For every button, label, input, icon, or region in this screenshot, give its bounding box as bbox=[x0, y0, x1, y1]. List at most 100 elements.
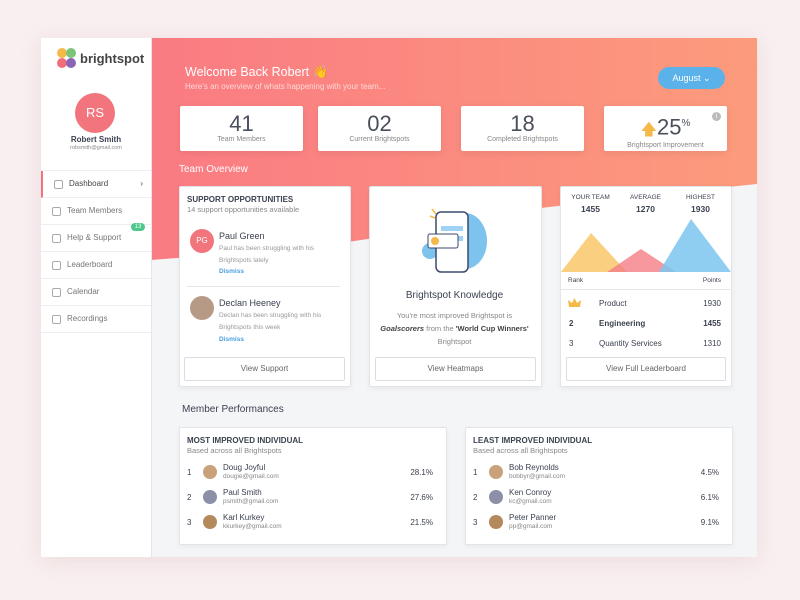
lb-stat-label: AVERAGE bbox=[630, 194, 661, 201]
divider bbox=[187, 286, 340, 287]
stat-label: Current Brightspots bbox=[349, 136, 410, 143]
nav-item[interactable]: Team Members bbox=[41, 198, 151, 225]
rank: 2 bbox=[473, 493, 478, 502]
member-value: 21.5% bbox=[410, 518, 433, 527]
member-name: Doug Joyful bbox=[223, 463, 266, 472]
nav-label: Recordings bbox=[67, 314, 108, 323]
lb-name: Engineering bbox=[599, 319, 646, 328]
rank: 3 bbox=[473, 518, 478, 527]
member-name: Karl Kurkey bbox=[223, 513, 265, 522]
stat-card: 02 Current Brightspots bbox=[318, 106, 441, 151]
person-text: Paul has been struggling with his Bright… bbox=[219, 245, 315, 264]
member-email: kc@gmail.com bbox=[509, 498, 552, 505]
user-avatar: RS bbox=[75, 93, 115, 133]
nav-label: Dashboard bbox=[69, 179, 109, 188]
column-header: Rank bbox=[568, 277, 584, 284]
nav-divider bbox=[41, 170, 151, 171]
nav-item[interactable]: Calendar bbox=[41, 279, 151, 306]
text: Brightspot bbox=[437, 337, 472, 346]
member-name: Ken Conroy bbox=[509, 488, 552, 497]
avatar bbox=[203, 490, 217, 504]
phone-illustration bbox=[422, 208, 487, 273]
member-email: pp@gmail.com bbox=[509, 523, 553, 530]
avatar bbox=[203, 515, 217, 529]
avatar bbox=[190, 296, 214, 320]
lb-stat-value: 1455 bbox=[581, 204, 600, 214]
nav-item[interactable]: Dashboard › bbox=[41, 171, 151, 198]
logo-icon bbox=[57, 48, 76, 68]
leaderboard-card bbox=[560, 186, 732, 387]
knowledge-text: You're most improved Brightspot is Goals… bbox=[378, 309, 531, 348]
lb-name: Quantity Services bbox=[599, 339, 662, 348]
dismiss-link[interactable]: Dismiss bbox=[219, 336, 244, 343]
lb-points: 1310 bbox=[703, 339, 721, 348]
button[interactable]: View Support bbox=[184, 357, 345, 381]
avatar bbox=[489, 515, 503, 529]
nav-label: Help & Support bbox=[67, 233, 122, 242]
stat-label: Team Members bbox=[217, 136, 266, 143]
stat-value: 25 bbox=[657, 114, 682, 140]
divider bbox=[560, 289, 730, 290]
crown-icon bbox=[568, 298, 581, 307]
rank: 2 bbox=[187, 493, 192, 502]
user-name: Robert Smith bbox=[70, 135, 122, 144]
avatar: PG bbox=[190, 229, 214, 253]
card-title: Brightspot Knowledge bbox=[405, 290, 504, 301]
up-arrow: 🡅 bbox=[640, 121, 658, 139]
stat-value: 18 bbox=[510, 111, 535, 136]
member-value: 4.5% bbox=[700, 468, 719, 477]
lb-rank: 3 bbox=[569, 339, 574, 348]
performance-card bbox=[179, 427, 447, 545]
avatar bbox=[489, 465, 503, 479]
member-name: Bob Reynolds bbox=[509, 463, 559, 472]
member-name: Paul Smith bbox=[223, 488, 262, 497]
member-email: psmith@gmail.com bbox=[223, 498, 279, 505]
section-title: Member Performances bbox=[182, 404, 284, 415]
lb-stat-label: YOUR TEAM bbox=[571, 194, 610, 201]
stat-unit: % bbox=[681, 118, 691, 129]
text: from the bbox=[424, 324, 456, 333]
peaks-chart bbox=[561, 219, 731, 272]
nav-label: Team Members bbox=[67, 206, 123, 215]
user-email: robsmith@gmail.com bbox=[70, 145, 122, 151]
lb-points: 1930 bbox=[703, 299, 721, 308]
rank: 1 bbox=[473, 468, 478, 477]
member-value: 9.1% bbox=[700, 518, 719, 527]
member-value: 6.1% bbox=[700, 493, 719, 502]
column-header: Points bbox=[702, 277, 721, 284]
welcome-subtitle: Here's an overview of whats happening wi… bbox=[185, 82, 386, 91]
member-name: Peter Panner bbox=[509, 513, 557, 522]
card-title: MOST IMPROVED INDIVIDUAL bbox=[187, 436, 304, 445]
nav-label: Leaderboard bbox=[67, 260, 113, 269]
nav-item[interactable]: Help & Support bbox=[41, 225, 151, 252]
stat-label: Brightsport Improvement bbox=[627, 142, 704, 150]
dismiss-link[interactable]: Dismiss bbox=[219, 268, 244, 275]
member-email: kkurkey@gmail.com bbox=[223, 523, 282, 530]
person-name: Declan Heeney bbox=[219, 298, 281, 308]
member-email: dougie@gmail.com bbox=[223, 473, 279, 480]
info-icon[interactable]: i bbox=[712, 112, 721, 121]
stat-card: 18 Completed Brightspots bbox=[461, 106, 584, 151]
stat-value: 41 bbox=[229, 111, 254, 136]
avatar bbox=[203, 465, 217, 479]
stat-card: 41 Team Members bbox=[180, 106, 303, 151]
avatar bbox=[489, 490, 503, 504]
person-text: Declan has been struggling with his Brig… bbox=[219, 312, 322, 331]
nav-label: Calendar bbox=[67, 287, 100, 296]
stat-label: Completed Brightspots bbox=[487, 136, 558, 143]
nav-item[interactable]: Recordings bbox=[41, 306, 151, 333]
card-subtitle: Based across all Brightspots bbox=[187, 446, 282, 455]
month-select[interactable]: August ⌄ bbox=[658, 67, 725, 89]
card-subtitle: 14 support opportunities available bbox=[187, 205, 300, 214]
lb-name: Product bbox=[599, 299, 627, 308]
rank: 1 bbox=[187, 468, 192, 477]
button[interactable]: View Full Leaderboard bbox=[566, 357, 726, 381]
nav-item[interactable]: Leaderboard bbox=[41, 252, 151, 279]
section-title: Team Overview bbox=[179, 164, 248, 175]
nav-badge: 13 bbox=[131, 223, 145, 231]
text: Goalscorers bbox=[380, 324, 425, 333]
lb-points: 1455 bbox=[703, 319, 721, 328]
button[interactable]: View Heatmaps bbox=[375, 357, 536, 381]
month-label: August bbox=[672, 73, 701, 83]
